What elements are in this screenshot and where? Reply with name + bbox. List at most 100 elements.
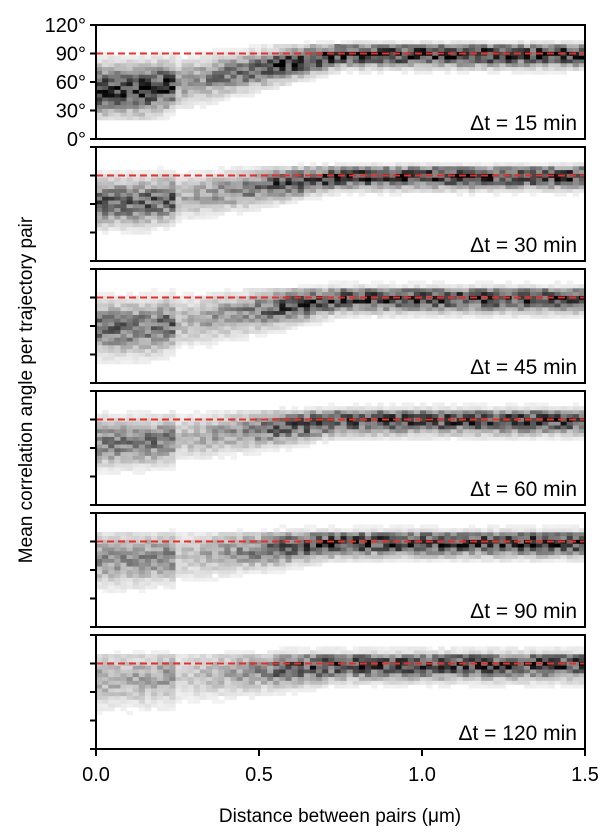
heatmap-cell — [224, 669, 231, 674]
heatmap-cell — [267, 326, 274, 331]
heatmap-cell — [419, 532, 427, 537]
heatmap-cell — [285, 554, 292, 559]
heatmap-cell — [401, 291, 409, 296]
heatmap-cell — [199, 78, 207, 83]
heatmap-cell — [548, 425, 555, 430]
heatmap-cell — [230, 333, 237, 338]
heatmap-cell — [236, 669, 243, 674]
heatmap-cell — [157, 467, 164, 472]
heatmap-cell — [102, 207, 109, 212]
heatmap-cell — [224, 74, 231, 79]
heatmap-cell — [96, 63, 103, 68]
heatmap-cell — [474, 558, 482, 563]
heatmap-cell — [303, 47, 311, 52]
heatmap-cell — [279, 410, 286, 415]
heatmap-cell — [303, 40, 311, 45]
heatmap-cell — [169, 676, 176, 681]
heatmap-cell — [175, 680, 182, 685]
heatmap-cell — [279, 59, 286, 64]
heatmap-cell — [102, 417, 109, 422]
heatmap-cell — [297, 421, 305, 426]
heatmap-cell — [383, 421, 390, 426]
heatmap-cell — [566, 166, 574, 171]
heatmap-cell — [138, 585, 146, 590]
heatmap-cell — [548, 55, 555, 60]
heatmap-cell — [279, 181, 286, 186]
heatmap-cell — [273, 665, 280, 670]
heatmap-cell — [254, 173, 262, 178]
heatmap-cell — [334, 543, 341, 548]
heatmap-cell — [199, 341, 207, 346]
heatmap-cell — [169, 417, 176, 422]
heatmap-cell — [187, 543, 195, 548]
heatmap-cell — [120, 654, 127, 659]
heatmap-cell — [389, 558, 396, 563]
heatmap-cell — [254, 70, 262, 75]
heatmap-cell — [151, 673, 158, 678]
heatmap-cell — [438, 413, 445, 418]
heatmap-cell — [138, 573, 146, 578]
heatmap-cell — [254, 329, 262, 334]
heatmap-cell — [517, 524, 525, 529]
heatmap-cell — [389, 299, 396, 304]
heatmap-cell — [303, 44, 311, 49]
heatmap-cell — [254, 413, 262, 418]
heatmap-cell — [432, 169, 439, 174]
heatmap-cell — [163, 463, 170, 468]
heatmap-cell — [242, 185, 250, 190]
heatmap-cell — [126, 429, 133, 434]
heatmap-cell — [401, 402, 409, 407]
heatmap-cell — [120, 211, 127, 216]
heatmap-cell — [279, 684, 286, 689]
heatmap-cell — [193, 322, 201, 327]
heatmap-cell — [248, 554, 256, 559]
heatmap-cell — [334, 181, 341, 186]
heatmap-cell — [230, 436, 237, 441]
heatmap-cell — [187, 566, 195, 571]
heatmap-cell — [438, 310, 445, 315]
heatmap-cell — [206, 78, 213, 83]
heatmap-cell — [578, 284, 585, 289]
heatmap-cell — [438, 543, 445, 548]
heatmap-cell — [536, 162, 543, 167]
heatmap-cell — [456, 55, 464, 60]
heatmap-cell — [328, 547, 335, 552]
heatmap-cell — [273, 303, 280, 308]
heatmap-cell — [529, 192, 537, 197]
heatmap-cell — [193, 657, 201, 662]
heatmap-cell — [499, 162, 506, 167]
heatmap-cell — [138, 215, 146, 220]
heatmap-cell — [126, 425, 133, 430]
heatmap-cell — [517, 551, 525, 556]
heatmap-cell — [169, 547, 176, 552]
heatmap-cell — [419, 307, 427, 312]
heatmap-cell — [175, 551, 182, 556]
heatmap-cell — [261, 543, 268, 548]
heatmap-cell — [340, 554, 347, 559]
heatmap-cell — [572, 551, 580, 556]
heatmap-cell — [352, 402, 360, 407]
heatmap-cell — [309, 78, 317, 83]
heatmap-cell — [364, 185, 372, 190]
heatmap-cell — [468, 406, 476, 411]
heatmap-cell — [566, 413, 574, 418]
heatmap-cell — [560, 166, 567, 171]
heatmap-cell — [346, 410, 354, 415]
heatmap-cell — [175, 341, 182, 346]
heatmap-cell — [132, 177, 140, 182]
heatmap-cell — [309, 421, 317, 426]
heatmap-cell — [328, 188, 335, 193]
heatmap-cell — [474, 554, 482, 559]
heatmap-cell — [371, 410, 378, 415]
heatmap-cell — [572, 535, 580, 540]
heatmap-cell — [206, 566, 213, 571]
heatmap-cell — [407, 284, 415, 289]
heatmap-cell — [352, 291, 360, 296]
heatmap-cell — [199, 55, 207, 60]
heatmap-cell — [224, 314, 231, 319]
heatmap-cell — [352, 288, 360, 293]
heatmap-cell — [377, 284, 384, 289]
heatmap-cell — [511, 547, 519, 552]
heatmap-cell — [554, 177, 561, 182]
heatmap-cell — [499, 299, 506, 304]
